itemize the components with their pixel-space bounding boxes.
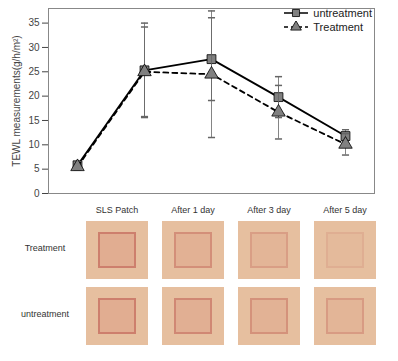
html-text:Treatment: Treatment — [24, 243, 66, 253]
svg-text:20: 20 — [28, 90, 40, 101]
svg-text:0: 0 — [34, 188, 40, 199]
html-text:SLS Patch: SLS Patch — [95, 205, 139, 215]
svg-text:10: 10 — [28, 139, 40, 150]
svg-text:TEWL measurements(g/h/m²): TEWL measurements(g/h/m²) — [11, 35, 22, 166]
html-text:After 1 day: After 1 day — [171, 205, 215, 215]
svg-text:35: 35 — [28, 17, 40, 28]
svg-text:25: 25 — [28, 66, 40, 77]
svg-text:30: 30 — [28, 42, 40, 53]
html-text:After 5 day: After 5 day — [323, 205, 367, 215]
svg-text:5: 5 — [34, 163, 40, 174]
html-text:Treatment: Treatment — [313, 21, 363, 33]
html-text:untreatment: untreatment — [21, 309, 69, 319]
html-text:After 3 day: After 3 day — [247, 205, 291, 215]
html-text:untreatment: untreatment — [313, 7, 372, 19]
svg-text:15: 15 — [28, 115, 40, 126]
